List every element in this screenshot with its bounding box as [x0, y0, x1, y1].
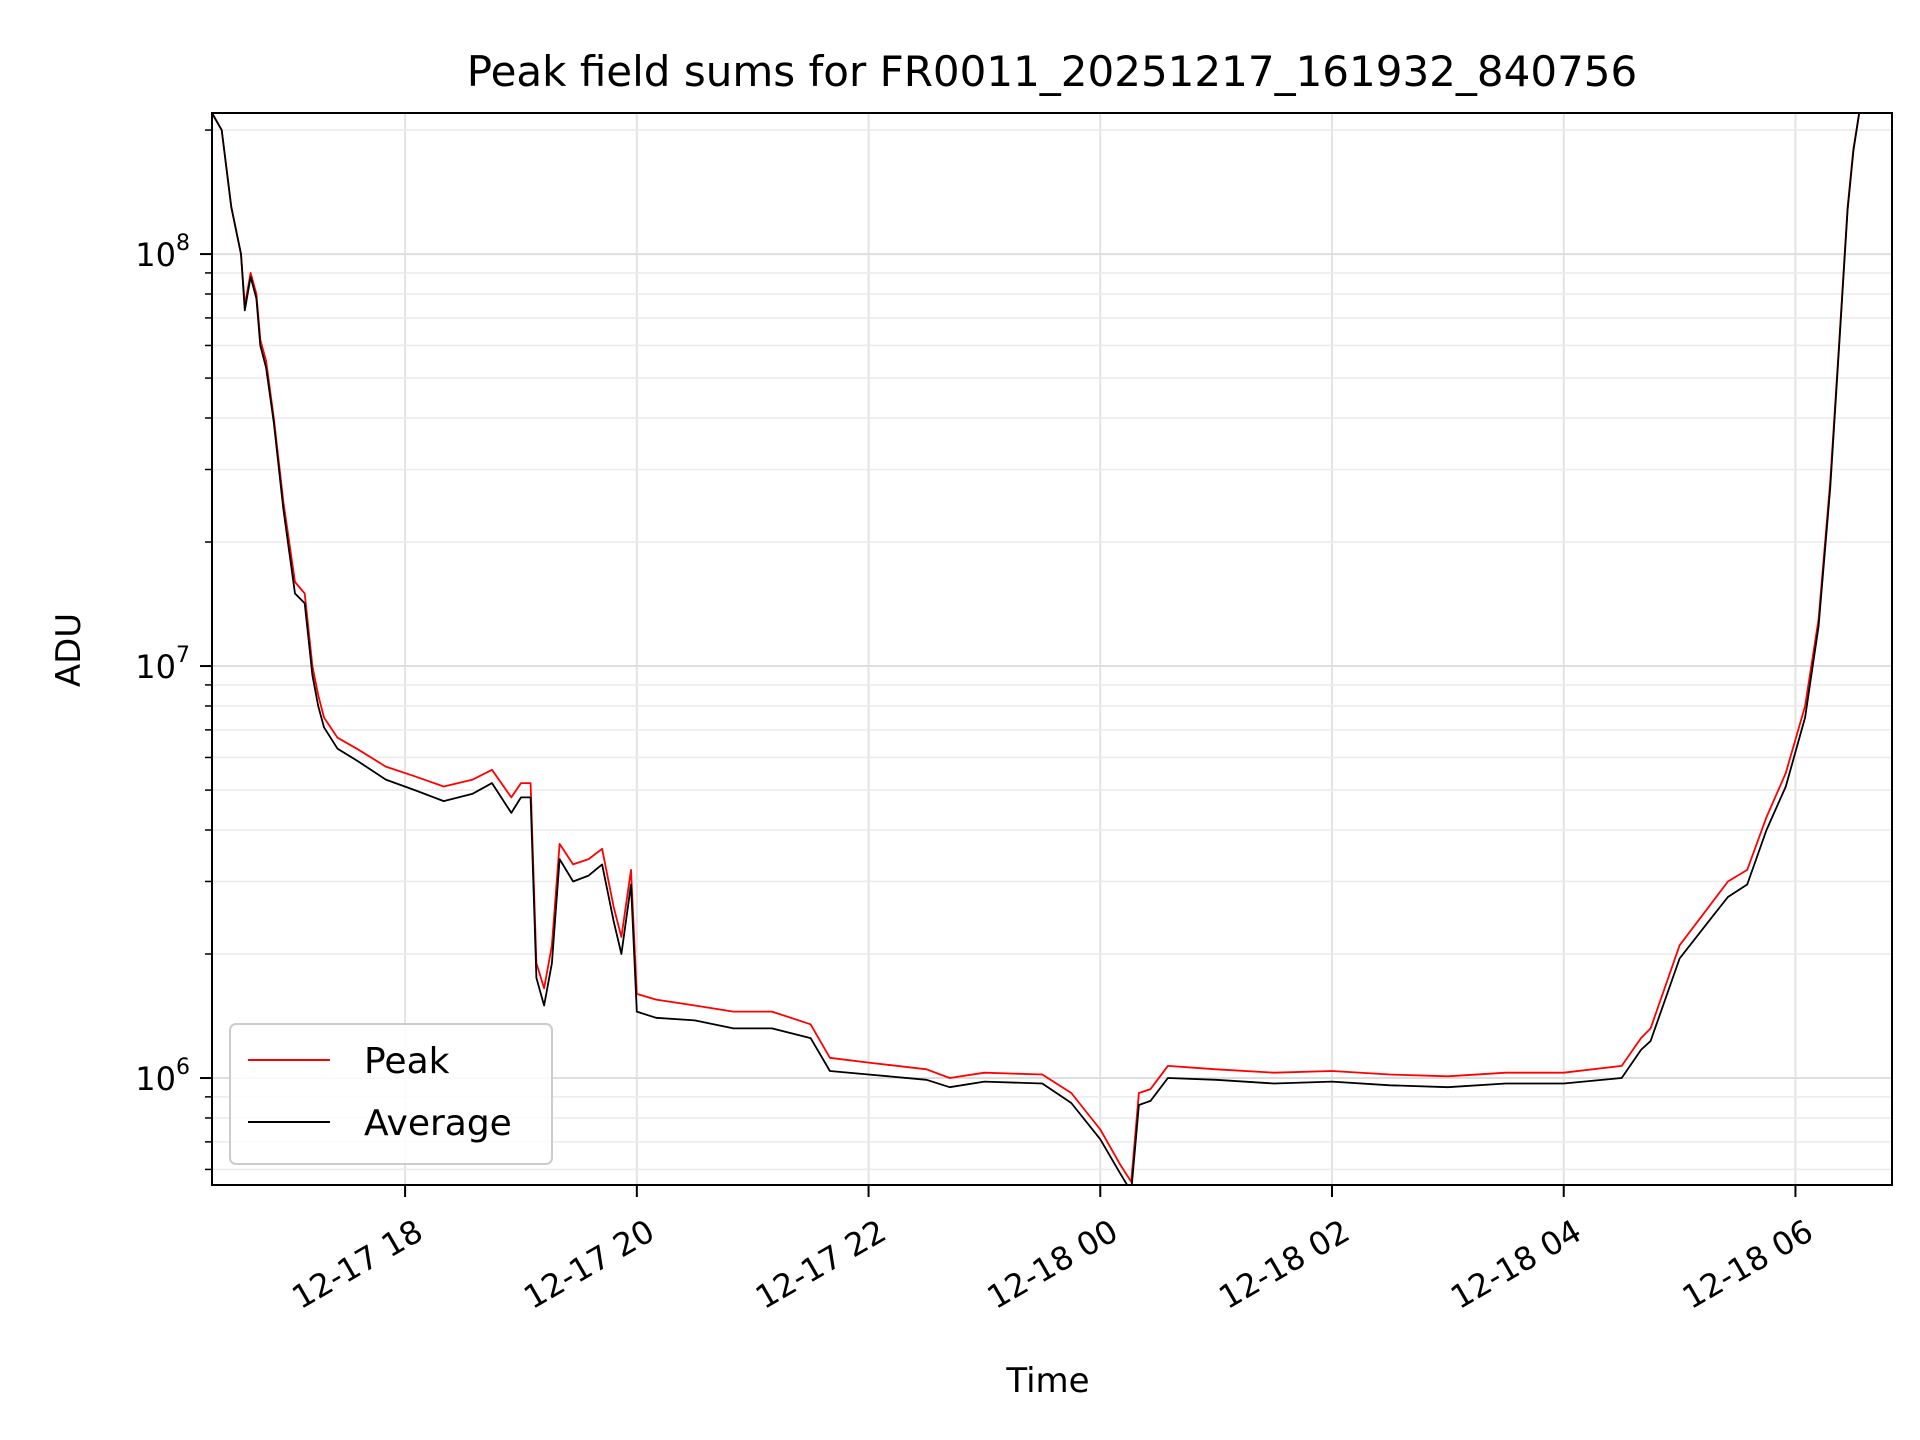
series-line-peak	[212, 113, 1861, 1183]
y-axis: 106 107 108	[135, 129, 212, 1171]
series-line-average	[212, 113, 1861, 1185]
legend-label-average: Average	[364, 1103, 512, 1144]
y-tick-label: 107	[135, 643, 190, 686]
y-tick-label: 106	[135, 1055, 190, 1098]
plot-frame	[211, 112, 1893, 1186]
legend: Peak Average	[229, 1023, 553, 1165]
y-axis-label: ADU	[49, 613, 89, 687]
chart-title: Peak field sums for FR0011_20251217_1619…	[467, 47, 1637, 96]
y-tick-label: 108	[135, 231, 190, 274]
x-axis-label: Time	[1005, 1361, 1089, 1401]
plot-area	[212, 113, 1861, 1185]
legend-label-peak: Peak	[364, 1041, 450, 1082]
